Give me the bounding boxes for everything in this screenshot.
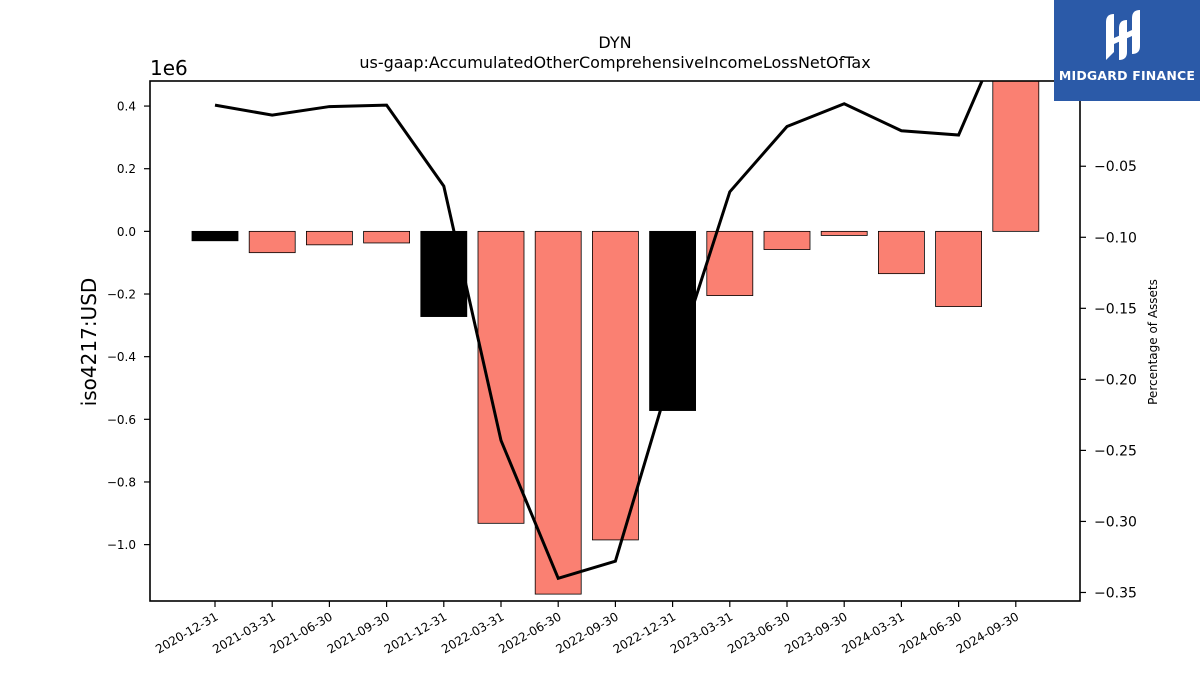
y2-tick-label: −0.10 (1094, 230, 1137, 246)
x-tick-label: 2024-09-30 (954, 609, 1021, 656)
y-axis-label: iso4217:USD (77, 278, 101, 407)
y-tick-label: −0.2 (107, 288, 136, 302)
y-tick-label: −1.0 (107, 538, 136, 552)
bar-2023-09-30 (820, 230, 868, 236)
y-tick-label: −0.4 (107, 350, 136, 364)
line-group (214, 81, 984, 581)
x-tick-label: 2022-03-31 (439, 609, 506, 656)
midgard-m-icon (1106, 10, 1140, 60)
x-tick-label: 2022-12-31 (611, 609, 678, 656)
x-tick-label: 2021-09-30 (325, 609, 392, 656)
y-tick-label: −0.6 (107, 413, 136, 427)
x-tick-label: 2024-06-30 (897, 609, 964, 656)
x-tick-label: 2024-03-31 (839, 609, 906, 656)
y2-tick-label: −0.35 (1094, 585, 1137, 601)
brand-name: MIDGARD FINANCE (1058, 68, 1196, 83)
chart-subtitle: us-gaap:AccumulatedOtherComprehensiveInc… (359, 53, 870, 72)
bar-2021-03-31 (248, 230, 296, 254)
percentage-line (214, 81, 984, 581)
bar-2024-03-31 (878, 230, 925, 275)
y2-tick-label: −0.15 (1094, 301, 1137, 317)
bar-2024-09-30 (992, 81, 1040, 232)
y2-tick-label: −0.05 (1094, 159, 1137, 175)
x-tick-label: 2021-03-31 (210, 609, 277, 656)
y2-tick-label: −0.25 (1094, 443, 1137, 459)
x-tick-label: 2023-06-30 (725, 609, 792, 656)
chart-title: DYN (598, 33, 631, 52)
y-tick-label: 0.0 (117, 225, 136, 239)
brand-logo: MIDGARD FINANCE (1054, 0, 1200, 101)
y2-tick-label: −0.30 (1094, 514, 1137, 530)
x-tick-label: 2023-09-30 (782, 609, 849, 656)
bar-2020-12-31 (191, 230, 239, 242)
y-tick-label: −0.8 (107, 475, 136, 489)
bar-2021-09-30 (363, 230, 411, 244)
x-tick-label: 2022-09-30 (553, 609, 620, 656)
y2-tick-label: −0.20 (1094, 372, 1137, 388)
x-tick-label: 2022-06-30 (496, 609, 563, 656)
y-tick-label: 0.4 (117, 100, 136, 114)
bar-2021-12-31 (420, 230, 468, 317)
bar-2021-06-30 (305, 230, 353, 246)
x-tick-label: 2023-03-31 (668, 609, 735, 656)
bar-2024-06-30 (935, 230, 982, 307)
bar-2022-06-30 (534, 230, 582, 595)
x-tick-label: 2021-06-30 (267, 609, 334, 656)
bar-2023-06-30 (763, 230, 811, 250)
bar-2022-09-30 (592, 230, 639, 541)
bar-group (191, 81, 1040, 595)
y-multiplier-label: 1e6 (150, 56, 188, 80)
y2-axis-label: Percentage of Assets (1146, 279, 1160, 405)
y-tick-label: 0.2 (117, 162, 136, 176)
x-tick-label: 2021-12-31 (382, 609, 449, 656)
x-tick-label: 2020-12-31 (153, 609, 220, 656)
